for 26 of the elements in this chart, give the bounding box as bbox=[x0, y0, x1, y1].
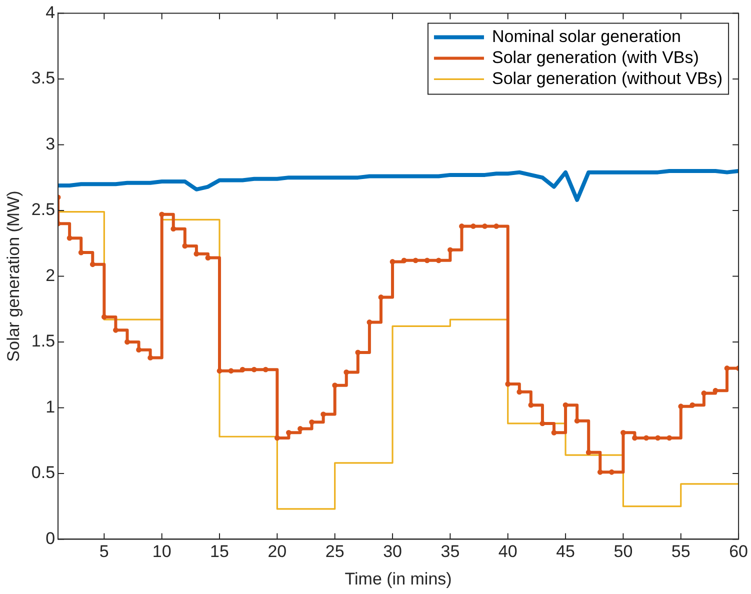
x-tick-label: 50 bbox=[614, 542, 633, 562]
x-tick-label: 30 bbox=[383, 542, 402, 562]
y-tick-label: 0.5 bbox=[31, 463, 56, 482]
y-tick-label: 1.5 bbox=[31, 332, 56, 351]
y-tick-label: 4 bbox=[46, 2, 56, 22]
x-tick-label: 10 bbox=[152, 542, 172, 562]
y-tick-label: 3 bbox=[46, 134, 56, 154]
legend-label: Solar generation (with VBs) bbox=[492, 48, 699, 67]
x-tick-label: 25 bbox=[325, 542, 344, 562]
legend-label: Solar generation (without VBs) bbox=[492, 68, 723, 88]
y-tick-label: 0 bbox=[46, 528, 56, 548]
x-tick-label: 15 bbox=[210, 542, 229, 562]
y-axis-title: Solar generation (MW) bbox=[4, 190, 23, 362]
x-axis-title: Time (in mins) bbox=[344, 569, 452, 588]
x-tick-label: 45 bbox=[556, 542, 575, 562]
x-tick-label: 20 bbox=[268, 542, 287, 562]
x-tick-label: 55 bbox=[671, 542, 690, 562]
y-tick-label: 2 bbox=[46, 266, 56, 285]
legend-label: Nominal solar generation bbox=[492, 26, 681, 46]
x-tick-label: 40 bbox=[498, 542, 518, 562]
y-tick-label: 1 bbox=[46, 397, 56, 416]
x-tick-label: 60 bbox=[729, 542, 748, 562]
x-tick-label: 35 bbox=[440, 542, 460, 562]
x-tick-label: 5 bbox=[99, 542, 109, 562]
y-tick-label: 3.5 bbox=[31, 68, 56, 88]
y-tick-label: 2.5 bbox=[31, 200, 56, 220]
